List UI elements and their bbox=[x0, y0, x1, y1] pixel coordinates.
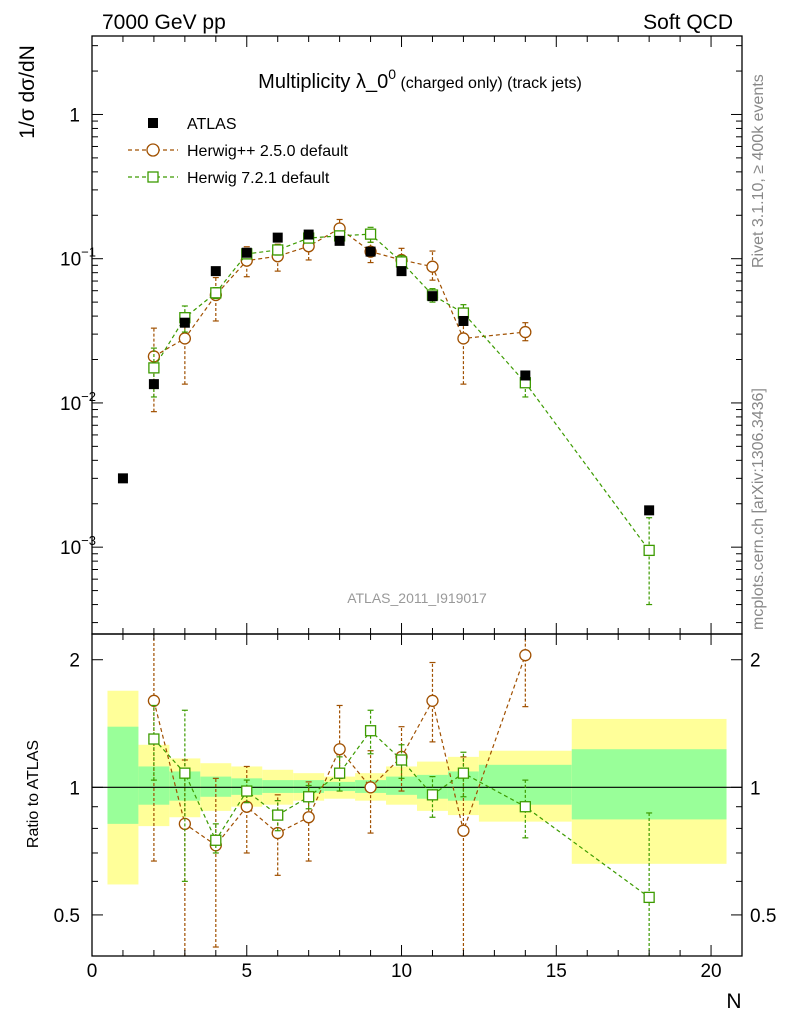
ratio-y-tick-label-right: 2 bbox=[750, 651, 761, 672]
y-tick-base: 10 bbox=[60, 394, 81, 415]
herwig7-ratio-point bbox=[179, 767, 191, 779]
atlas-point bbox=[148, 379, 159, 390]
title-suffix: (charged only) (track jets) bbox=[396, 75, 582, 92]
herwig7-ratio-point bbox=[364, 725, 377, 737]
legend-label-herwig7: Herwig 7.2.1 default bbox=[187, 170, 330, 187]
herwig7-point bbox=[272, 244, 284, 256]
y-tick-exponent: −3 bbox=[81, 533, 96, 548]
atlas-point bbox=[365, 246, 376, 257]
herwigpp-main-line bbox=[153, 227, 526, 357]
ratio-y-tick-label-right: 0.5 bbox=[750, 906, 776, 927]
atlas-point bbox=[241, 247, 252, 258]
herwigpp-ratio-point bbox=[333, 743, 346, 756]
header-left: 7000 GeV pp bbox=[102, 11, 226, 34]
herwig7-ratio-point bbox=[643, 891, 655, 904]
rivet-label: Rivet 3.1.10, ≥ 400k events bbox=[750, 74, 767, 268]
y-tick-label: 10−1 bbox=[60, 245, 96, 271]
herwigpp-ratio-point bbox=[457, 824, 470, 837]
atlas-point bbox=[520, 370, 531, 381]
atlas-point bbox=[334, 235, 345, 246]
y-axis-label: 1/σ dσ/dN bbox=[16, 45, 39, 139]
legend-herwigpp-marker bbox=[146, 143, 160, 157]
herwig7-ratio-point bbox=[272, 809, 284, 821]
ratio-band-inner bbox=[478, 764, 572, 805]
ratio-panel bbox=[147, 634, 655, 956]
main-panel bbox=[117, 218, 655, 606]
atlas-point bbox=[644, 505, 655, 516]
ratio-band-inner bbox=[262, 780, 294, 793]
herwig7-point bbox=[643, 544, 655, 557]
legend: ATLAS Herwig++ 2.5.0 default Herwig 7.2.… bbox=[128, 116, 349, 187]
atlas-point bbox=[179, 317, 190, 328]
herwigpp-ratio-point bbox=[147, 694, 161, 707]
x-tick-label: 5 bbox=[241, 961, 252, 982]
title-sup: 0 bbox=[388, 66, 396, 82]
ratio-band-inner bbox=[571, 749, 727, 820]
atlas-point bbox=[303, 229, 314, 240]
header-right: Soft QCD bbox=[643, 11, 733, 34]
herwig7-ratio-point bbox=[457, 767, 470, 779]
y-tick-exponent: −2 bbox=[81, 389, 96, 404]
y-tick-label: 1 bbox=[69, 105, 80, 126]
x-tick-label: 15 bbox=[546, 961, 567, 982]
atlas-point bbox=[272, 232, 283, 243]
herwig7-ratio-point bbox=[426, 789, 439, 801]
ratio-y-tick-label-right: 1 bbox=[750, 778, 761, 799]
herwig7-ratio-point bbox=[148, 733, 160, 745]
herwig7-ratio-point bbox=[210, 834, 222, 846]
ratio-y-tick-label-left: 0.5 bbox=[54, 906, 80, 927]
herwigpp-ratio-point bbox=[519, 649, 532, 662]
legend-data-marker bbox=[148, 118, 158, 128]
herwigpp-point bbox=[457, 332, 470, 345]
ratio-band-inner bbox=[324, 781, 356, 792]
atlas-point bbox=[210, 266, 221, 277]
herwig7-ratio-point bbox=[519, 801, 531, 813]
y-tick-label: 10−3 bbox=[60, 533, 96, 559]
ratio-band-inner bbox=[107, 726, 139, 824]
atlas-point bbox=[117, 473, 128, 484]
herwig7-ratio-point bbox=[241, 785, 253, 797]
atlas-point bbox=[396, 266, 407, 277]
herwigpp-ratio-point bbox=[364, 781, 377, 794]
mcplots-label: mcplots.cern.ch [arXiv:1306.3436] bbox=[750, 388, 767, 630]
legend-label-herwigpp: Herwig++ 2.5.0 default bbox=[187, 143, 349, 160]
y-tick-label: 10−2 bbox=[60, 389, 96, 415]
x-tick-label: 10 bbox=[391, 961, 412, 982]
herwigpp-point bbox=[426, 260, 439, 273]
legend-herwig7-marker bbox=[147, 171, 159, 183]
atlas-point bbox=[458, 315, 469, 326]
main-title: Multiplicity λ_00 (charged only) (track … bbox=[258, 66, 582, 93]
x-axis-label: N bbox=[726, 990, 741, 1013]
herwigpp-point bbox=[178, 332, 192, 345]
legend-label-atlas: ATLAS bbox=[187, 116, 237, 133]
herwigpp-ratio-point bbox=[302, 811, 315, 824]
herwigpp-point bbox=[519, 325, 532, 339]
herwig7-ratio-point bbox=[333, 767, 346, 779]
y-tick-base: 10 bbox=[60, 250, 81, 271]
x-tick-label: 20 bbox=[700, 961, 721, 982]
herwig7-point bbox=[148, 362, 160, 374]
ratio-frame bbox=[91, 633, 743, 957]
ratio-y-tick-label-left: 1 bbox=[69, 778, 80, 799]
x-tick-label: 0 bbox=[87, 961, 98, 982]
herwig7-point bbox=[395, 256, 408, 268]
herwig7-point bbox=[210, 287, 222, 299]
ratio-y-axis-label: Ratio to ATLAS bbox=[25, 740, 42, 848]
analysis-id: ATLAS_2011_I919017 bbox=[347, 590, 487, 606]
ratio-y-tick-label-left: 2 bbox=[69, 651, 80, 672]
title-main: Multiplicity λ_0 bbox=[258, 71, 388, 93]
herwig7-ratio-point bbox=[303, 791, 315, 803]
y-tick-base: 10 bbox=[60, 538, 81, 559]
herwigpp-ratio-point bbox=[426, 694, 439, 707]
atlas-point bbox=[427, 291, 438, 302]
y-tick-exponent: −1 bbox=[81, 245, 96, 260]
herwig7-ratio-point bbox=[395, 754, 408, 766]
herwigpp-ratio-line bbox=[153, 654, 526, 847]
herwig7-point bbox=[364, 228, 377, 240]
